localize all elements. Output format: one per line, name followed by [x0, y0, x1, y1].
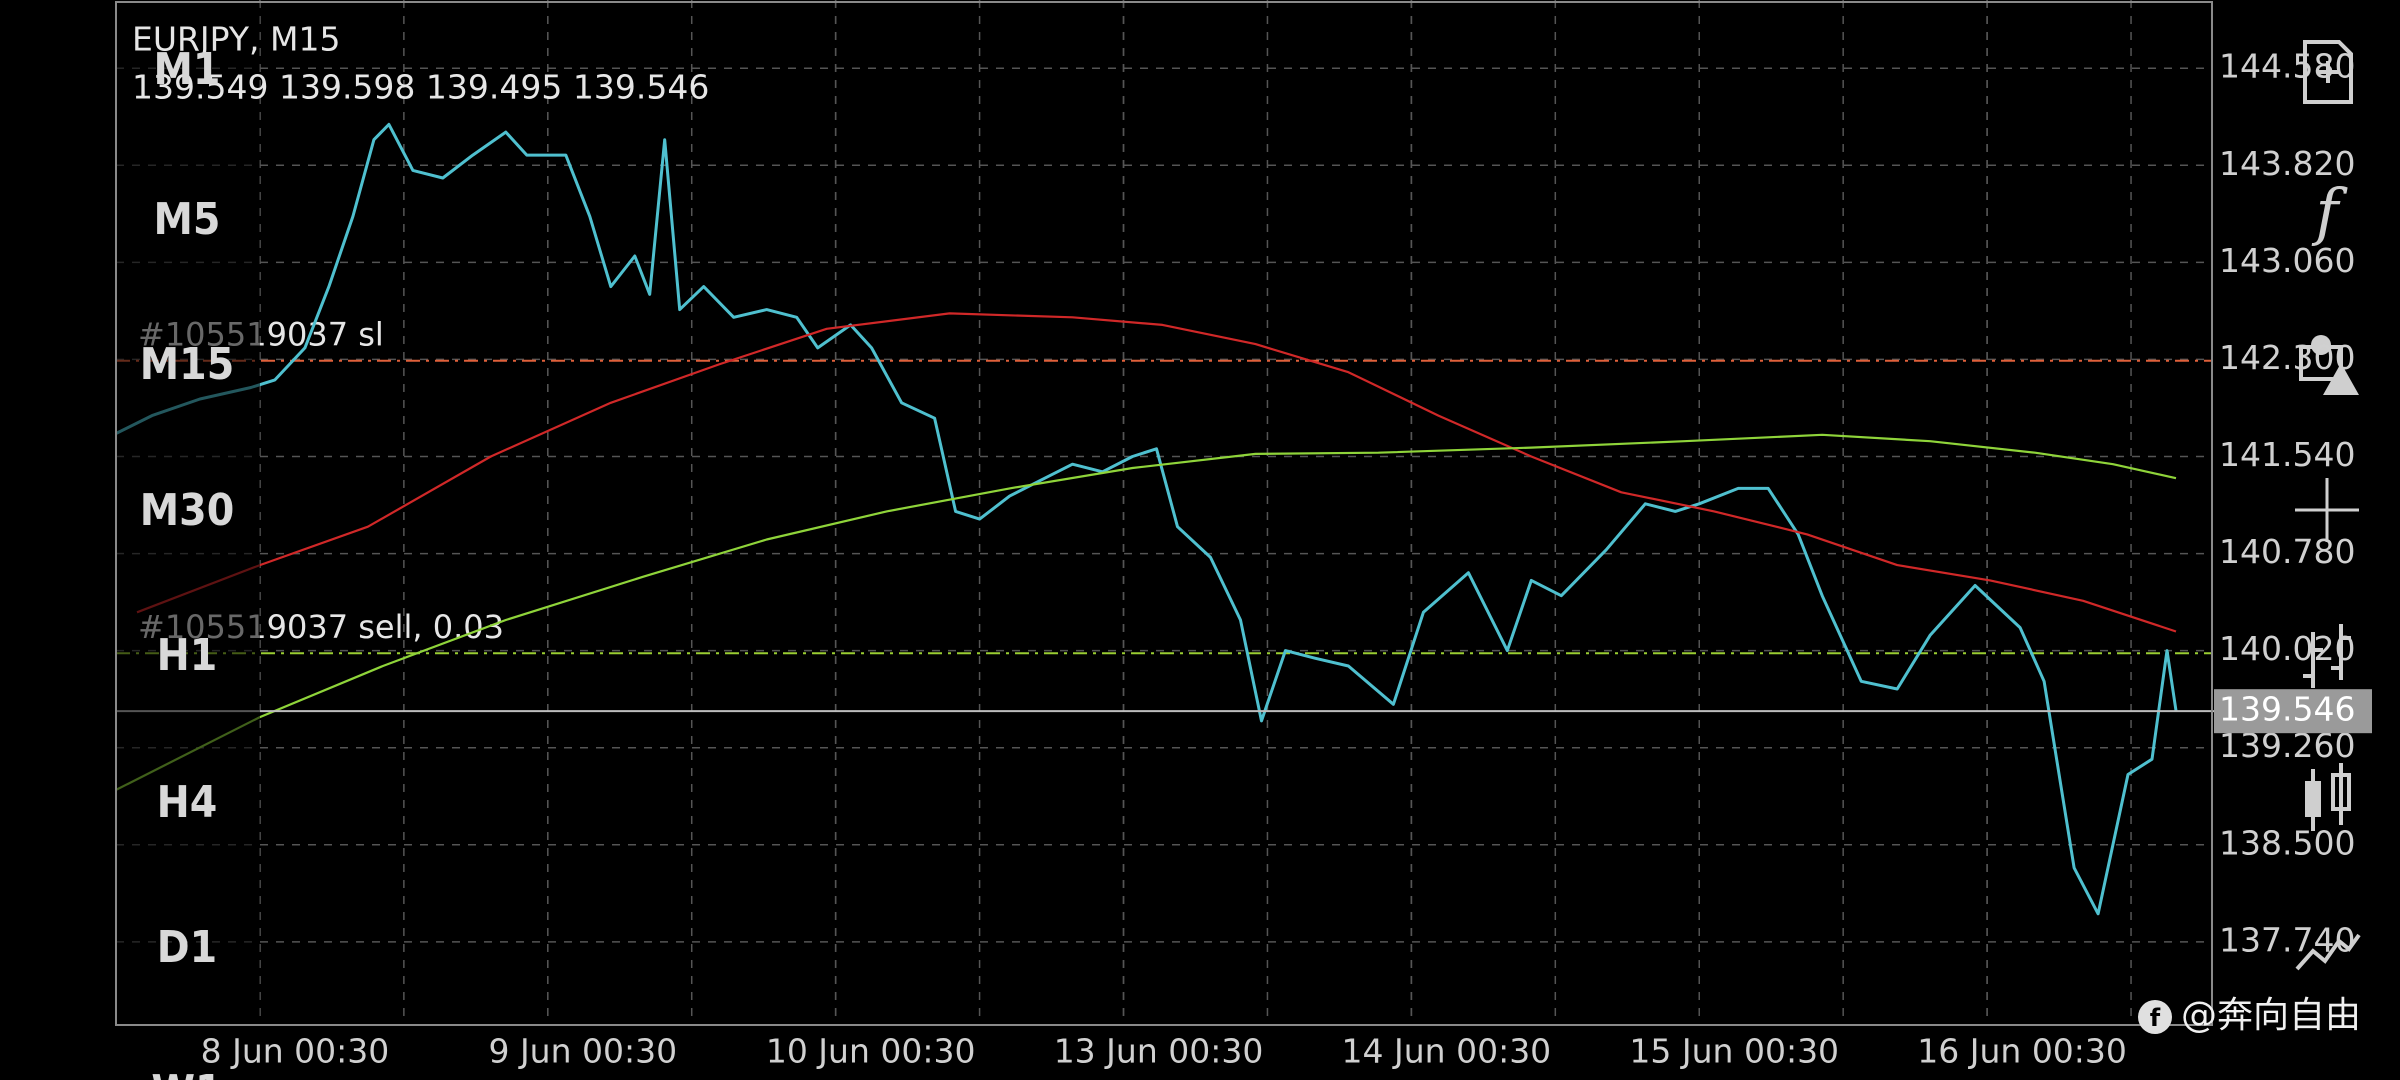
new-order[interactable] — [2303, 40, 2353, 104]
crosshair[interactable] — [2295, 478, 2359, 542]
watermark: f @奔向自由 — [2138, 995, 2361, 1036]
timeframe[interactable]: M15 — [140, 339, 235, 390]
price-label: 142.300 — [2219, 338, 2355, 377]
watermark-text: @奔向自由 — [2181, 995, 2361, 1036]
price-label: 143.820 — [2219, 144, 2355, 183]
time-label: 16 Jun 00:30 — [1917, 1032, 2127, 1071]
timeframe[interactable]: H4 — [157, 777, 218, 828]
time-label: 9 Jun 00:30 — [488, 1032, 677, 1071]
ohlc: 139.549 139.598 139.495 139.546 — [132, 68, 709, 107]
price-label: 137.740 — [2219, 920, 2355, 959]
chart-frame — [115, 1, 2213, 1026]
price-label: 138.500 — [2219, 823, 2355, 862]
series-price — [115, 122, 2178, 916]
current-price-label: 139.546 — [2219, 690, 2355, 729]
time-label: 8 Jun 00:30 — [201, 1032, 390, 1071]
time-label: 13 Jun 00:30 — [1054, 1032, 1264, 1071]
price-label: 143.060 — [2219, 241, 2355, 280]
timeframe[interactable]: W1 — [151, 1066, 222, 1080]
timeframe[interactable]: M5 — [154, 194, 221, 245]
price-label: 141.540 — [2219, 435, 2355, 474]
chart: #105519037 sl#105519037 sell, 0.03 — [115, 0, 2372, 1025]
timeframes: M1 M5 M15 M30 H1 H4 D1 W1 — [140, 44, 235, 1080]
price-label: 140.020 — [2219, 629, 2355, 668]
timeframe-panel — [116, 2, 260, 1025]
line-chart[interactable] — [2295, 933, 2361, 971]
time-label: 10 Jun 00:30 — [766, 1032, 976, 1071]
price-label: 144.580 — [2219, 47, 2355, 86]
timeframe[interactable]: D1 — [157, 922, 217, 973]
timeframe[interactable]: M1 — [154, 44, 221, 95]
current-price-box — [2214, 689, 2372, 734]
candle-chart[interactable] — [2305, 763, 2351, 831]
series-ma-red — [136, 312, 2177, 633]
series-ma-green — [115, 433, 2177, 791]
objects[interactable] — [2299, 335, 2359, 395]
symbol: EURJPY, M15 — [132, 20, 340, 59]
price-label: 140.780 — [2219, 532, 2355, 571]
bar-chart[interactable] — [2303, 624, 2351, 688]
timeframe[interactable]: M30 — [140, 485, 235, 536]
time-label: 15 Jun 00:30 — [1629, 1032, 1839, 1071]
time-label: 14 Jun 00:30 — [1342, 1032, 1552, 1071]
svg-text:f: f — [2150, 1004, 2161, 1032]
timeframe[interactable]: H1 — [157, 630, 218, 681]
